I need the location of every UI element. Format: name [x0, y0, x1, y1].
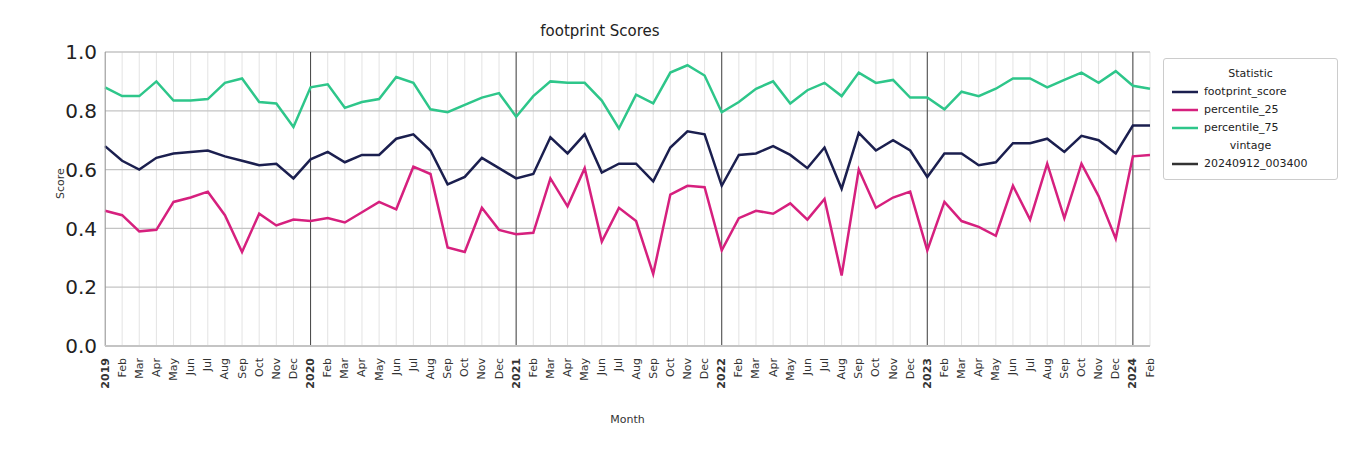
svg-text:Aug: Aug: [424, 358, 437, 379]
svg-text:Apr: Apr: [561, 358, 574, 378]
svg-text:Aug: Aug: [630, 358, 643, 379]
html-text:percentile_75: percentile_75: [1204, 121, 1279, 134]
html-text:vintage: vintage: [1229, 139, 1272, 152]
svg-text:Jun: Jun: [390, 358, 403, 376]
svg-text:0.4: 0.4: [65, 217, 97, 241]
html-text:Statistic: Statistic: [1228, 67, 1273, 80]
svg-text:Feb: Feb: [527, 358, 540, 377]
svg-text:May: May: [578, 358, 591, 381]
svg-text:Jul: Jul: [1024, 358, 1037, 372]
svg-text:Aug: Aug: [835, 358, 848, 379]
svg-text:Aug: Aug: [218, 358, 231, 379]
svg-text:0.0: 0.0: [65, 334, 97, 358]
svg-text:May: May: [167, 358, 180, 381]
html-text:20240912_003400: 20240912_003400: [1204, 157, 1308, 170]
svg-text:Oct: Oct: [869, 357, 882, 377]
svg-text:2021: 2021: [510, 358, 523, 389]
svg-text:Nov: Nov: [475, 358, 488, 380]
svg-text:1.0: 1.0: [65, 40, 97, 64]
svg-text:Nov: Nov: [681, 358, 694, 380]
svg-text:Apr: Apr: [355, 358, 368, 378]
svg-text:Mar: Mar: [338, 358, 351, 379]
svg-text:Nov: Nov: [270, 358, 283, 380]
svg-text:Jul: Jul: [201, 358, 214, 372]
svg-text:Feb: Feb: [732, 358, 745, 377]
svg-text:2023: 2023: [921, 358, 934, 389]
svg-text:2022: 2022: [715, 358, 728, 389]
svg-text:Dec: Dec: [904, 358, 917, 379]
svg-text:Sep: Sep: [236, 358, 249, 379]
svg-text:Sep: Sep: [852, 358, 865, 379]
svg-text:Jul: Jul: [818, 358, 831, 372]
svg-text:Feb: Feb: [1144, 358, 1157, 377]
svg-text:Sep: Sep: [441, 358, 454, 379]
svg-text:Dec: Dec: [1109, 358, 1122, 379]
svg-text:2020: 2020: [304, 358, 317, 389]
svg-text:Month: Month: [610, 413, 645, 426]
svg-text:Score: Score: [54, 168, 67, 199]
svg-text:Mar: Mar: [544, 358, 557, 379]
svg-text:Dec: Dec: [493, 358, 506, 379]
svg-text:Feb: Feb: [321, 358, 334, 377]
svg-text:Nov: Nov: [887, 358, 900, 380]
svg-text:Nov: Nov: [1092, 358, 1105, 380]
svg-text:2024: 2024: [1126, 358, 1139, 389]
svg-text:Jul: Jul: [407, 358, 420, 372]
svg-text:0.2: 0.2: [65, 275, 97, 299]
svg-text:Jun: Jun: [595, 358, 608, 376]
svg-text:0.6: 0.6: [65, 158, 97, 182]
svg-text:Jun: Jun: [184, 358, 197, 376]
svg-text:Mar: Mar: [955, 358, 968, 379]
svg-text:Oct: Oct: [1075, 357, 1088, 377]
svg-text:2019: 2019: [99, 358, 112, 389]
svg-text:Aug: Aug: [1041, 358, 1054, 379]
svg-text:Jul: Jul: [612, 358, 625, 372]
svg-text:Jun: Jun: [1006, 358, 1019, 376]
svg-text:Mar: Mar: [133, 358, 146, 379]
svg-text:0.8: 0.8: [65, 99, 97, 123]
svg-text:Jun: Jun: [801, 358, 814, 376]
svg-text:Feb: Feb: [116, 358, 129, 377]
html-text:footprint Scores: footprint Scores: [540, 22, 660, 40]
svg-text:May: May: [373, 358, 386, 381]
html-text:percentile_25: percentile_25: [1204, 103, 1279, 116]
svg-text:Sep: Sep: [647, 358, 660, 379]
svg-text:Dec: Dec: [287, 358, 300, 379]
svg-text:Apr: Apr: [150, 358, 163, 378]
svg-text:Apr: Apr: [767, 358, 780, 378]
html-text:footprint_score: footprint_score: [1204, 85, 1287, 98]
svg-text:Oct: Oct: [458, 357, 471, 377]
svg-text:Mar: Mar: [749, 358, 762, 379]
svg-text:May: May: [784, 358, 797, 381]
svg-text:Oct: Oct: [253, 357, 266, 377]
svg-text:Feb: Feb: [938, 358, 951, 377]
svg-text:Apr: Apr: [972, 358, 985, 378]
svg-text:Dec: Dec: [698, 358, 711, 379]
svg-text:Sep: Sep: [1058, 358, 1071, 379]
svg-text:May: May: [989, 358, 1002, 381]
svg-text:Oct: Oct: [664, 357, 677, 377]
